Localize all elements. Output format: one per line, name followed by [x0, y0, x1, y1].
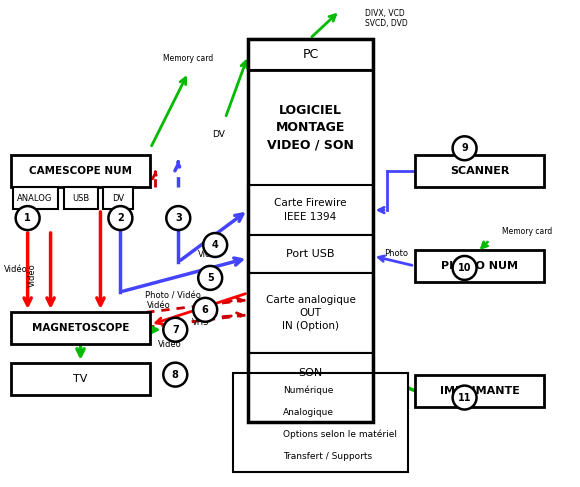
Text: 2: 2	[117, 213, 124, 223]
Text: Vidéo: Vidéo	[198, 250, 222, 259]
Circle shape	[203, 233, 227, 257]
Text: IMPRIMANTE: IMPRIMANTE	[440, 386, 520, 395]
FancyBboxPatch shape	[415, 250, 545, 282]
Circle shape	[452, 136, 477, 160]
Text: 9: 9	[461, 143, 468, 153]
FancyBboxPatch shape	[248, 185, 373, 235]
Circle shape	[193, 298, 217, 322]
Text: PC: PC	[302, 48, 318, 61]
Text: Transfert / Supports: Transfert / Supports	[283, 452, 372, 461]
Text: Analogique: Analogique	[283, 408, 334, 417]
Text: 5: 5	[207, 273, 213, 283]
Text: Memory card: Memory card	[163, 54, 213, 62]
FancyBboxPatch shape	[415, 155, 545, 187]
Text: USB: USB	[72, 194, 90, 203]
Text: Photo: Photo	[384, 249, 408, 258]
Text: Options selon le matériel: Options selon le matériel	[283, 430, 397, 439]
Text: Vidéo: Vidéo	[28, 263, 37, 287]
FancyBboxPatch shape	[10, 312, 150, 344]
Text: 6: 6	[202, 305, 209, 315]
Text: SCANNER: SCANNER	[450, 166, 509, 176]
Text: Vidéo: Vidéo	[146, 301, 170, 310]
Text: CAMESCOPE NUM: CAMESCOPE NUM	[29, 166, 132, 176]
FancyBboxPatch shape	[248, 273, 373, 353]
Circle shape	[16, 206, 39, 230]
Text: 10: 10	[458, 263, 472, 273]
FancyBboxPatch shape	[248, 38, 373, 71]
Circle shape	[164, 318, 187, 342]
FancyBboxPatch shape	[248, 353, 373, 393]
FancyBboxPatch shape	[13, 187, 57, 209]
FancyBboxPatch shape	[415, 375, 545, 407]
FancyBboxPatch shape	[103, 187, 133, 209]
Circle shape	[164, 363, 187, 387]
Circle shape	[166, 206, 190, 230]
Text: Port USB: Port USB	[286, 249, 335, 259]
FancyBboxPatch shape	[10, 155, 150, 187]
Text: Vidéo: Vidéo	[158, 340, 182, 349]
Text: MAGNETOSCOPE: MAGNETOSCOPE	[32, 323, 129, 333]
Text: 3: 3	[175, 213, 182, 223]
Circle shape	[452, 256, 477, 280]
Circle shape	[452, 386, 477, 410]
Text: 7: 7	[172, 325, 179, 335]
Text: Numérique: Numérique	[283, 386, 334, 395]
Text: VHS: VHS	[192, 318, 209, 327]
FancyBboxPatch shape	[248, 235, 373, 273]
Text: Photo / Vidéo: Photo / Vidéo	[146, 292, 201, 301]
Text: SON: SON	[298, 368, 322, 377]
Text: 11: 11	[458, 393, 472, 403]
Text: 8: 8	[172, 370, 179, 380]
Text: ANALOG: ANALOG	[17, 194, 53, 203]
Text: PHOTO NUM: PHOTO NUM	[441, 261, 518, 271]
Text: 4: 4	[212, 240, 219, 250]
Text: DV: DV	[212, 131, 224, 139]
FancyBboxPatch shape	[10, 363, 150, 394]
FancyBboxPatch shape	[248, 71, 373, 185]
Text: LOGICIEL
MONTAGE
VIDEO / SON: LOGICIEL MONTAGE VIDEO / SON	[267, 104, 354, 151]
Text: DV: DV	[113, 194, 125, 203]
Circle shape	[108, 206, 132, 230]
Text: Carte analogique
OUT
IN (Option): Carte analogique OUT IN (Option)	[266, 295, 356, 331]
FancyBboxPatch shape	[64, 187, 99, 209]
Text: DIVX, VCD
SVCD, DVD: DIVX, VCD SVCD, DVD	[365, 9, 408, 28]
Text: Vidéo: Vidéo	[3, 265, 27, 274]
Text: TV: TV	[73, 374, 88, 384]
FancyBboxPatch shape	[233, 373, 408, 472]
Text: 1: 1	[24, 213, 31, 223]
Circle shape	[198, 266, 222, 290]
Text: Memory card: Memory card	[502, 227, 553, 236]
Text: Carte Firewire
IEEE 1394: Carte Firewire IEEE 1394	[274, 199, 347, 222]
